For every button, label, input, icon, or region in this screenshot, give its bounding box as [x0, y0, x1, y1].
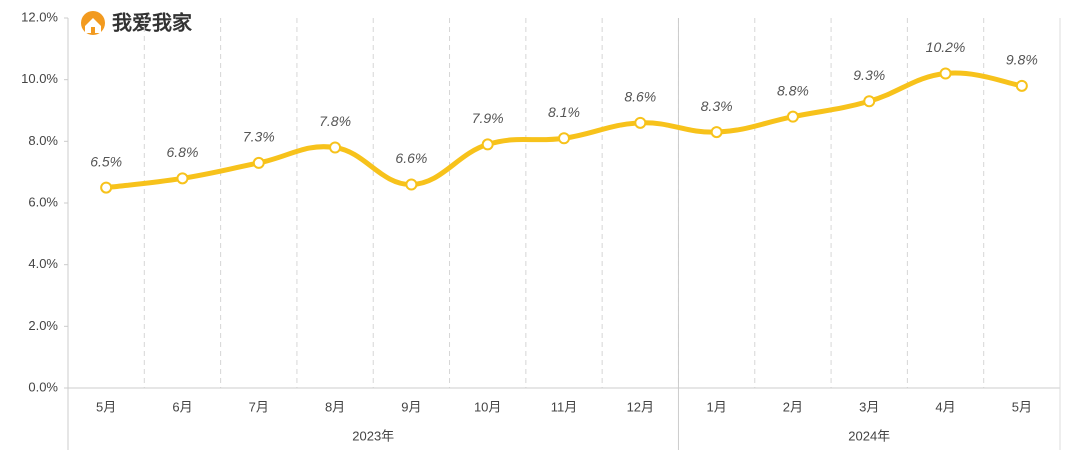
y-tick-label: 6.0%: [28, 194, 58, 209]
x-tick-label: 7月: [249, 399, 269, 414]
point: [405, 178, 418, 191]
value-label: 8.6%: [624, 89, 656, 105]
value-label: 7.3%: [243, 129, 275, 145]
x-tick-label: 5月: [1012, 399, 1032, 414]
x-tick-label: 11月: [551, 399, 578, 414]
x-tick-label: 3月: [859, 399, 879, 414]
brand: 我爱我家: [112, 10, 193, 34]
logo-house: [85, 18, 101, 33]
value-label: 8.3%: [701, 98, 733, 114]
point: [1015, 79, 1028, 92]
x-tick-label: 2月: [783, 399, 803, 414]
group-label: 2023年: [352, 428, 394, 443]
y-tick-label: 12.0%: [21, 9, 58, 24]
x-tick-label: 12月: [627, 399, 654, 414]
value-label: 8.8%: [777, 82, 809, 98]
value-label: 6.8%: [167, 144, 199, 160]
point: [481, 138, 494, 151]
point: [710, 126, 723, 139]
value-label: 9.8%: [1006, 52, 1038, 68]
value-label: 8.1%: [548, 104, 580, 120]
x-tick-label: 9月: [401, 399, 421, 414]
value-label: 6.6%: [395, 150, 427, 166]
point: [176, 172, 189, 185]
x-tick-label: 10月: [474, 399, 501, 414]
point: [634, 116, 647, 129]
y-tick-label: 4.0%: [28, 256, 58, 271]
logo: 我爱我家: [81, 10, 193, 35]
y-tick-label: 0.0%: [28, 379, 58, 394]
point: [863, 95, 876, 108]
logo-door: [91, 27, 95, 33]
point: [329, 141, 342, 154]
x-tick-label: 8月: [325, 399, 345, 414]
x-tick-label: 4月: [935, 399, 955, 414]
value-label: 7.9%: [472, 110, 504, 126]
y-tick-label: 2.0%: [28, 318, 58, 333]
x-tick-label: 5月: [96, 399, 116, 414]
value-label: 9.3%: [853, 67, 885, 83]
y-tick-label: 10.0%: [21, 71, 58, 86]
value-label: 10.2%: [926, 39, 966, 55]
x-tick-label: 6月: [172, 399, 192, 414]
group-label: 2024年: [848, 428, 890, 443]
point: [558, 132, 570, 145]
point: [939, 67, 952, 80]
point: [100, 181, 113, 194]
y-tick-label: 8.0%: [28, 133, 58, 148]
point: [786, 110, 799, 123]
value-label: 7.8%: [319, 113, 351, 129]
x-tick-label: 1月: [706, 399, 726, 414]
value-label: 6.5%: [90, 153, 122, 169]
point: [252, 156, 265, 169]
